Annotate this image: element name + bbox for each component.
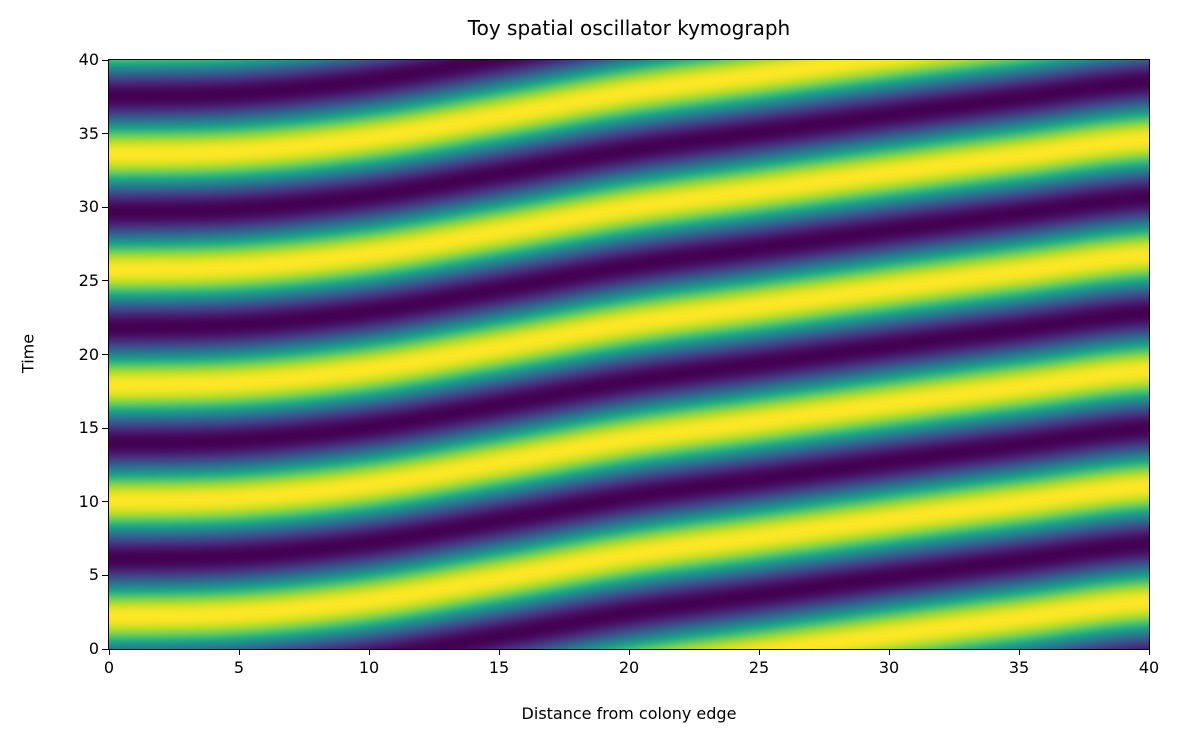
y-tick [102,354,108,355]
x-tick-label: 40 [1138,658,1160,677]
y-tick-label: 0 [88,639,99,658]
x-tick-label: 5 [233,658,245,677]
y-tick-label: 40 [78,50,99,69]
kymograph-heatmap [109,60,1149,649]
x-tick [498,649,500,655]
x-axis-label: Distance from colony edge [521,704,737,723]
x-tick-label: 15 [488,658,510,677]
x-tick [628,649,630,655]
x-tick [1018,649,1020,655]
x-tick [888,649,890,655]
y-tick [102,574,108,576]
x-tick-label: 20 [618,658,640,677]
plot-area: 0 5 10 15 20 25 30 35 40 0 5 10 15 20 25 30 35 40 [79,51,1160,678]
axes-frame [108,59,1150,650]
y-tick-label: 5 [88,565,99,585]
x-tick-label: 10 [358,658,380,677]
y-tick [102,59,108,61]
x-tick [238,649,240,655]
y-axis-label: Time [18,333,38,374]
x-tick-label: 30 [878,658,900,677]
x-tick [1148,649,1150,655]
y-tick [102,133,108,135]
x-tick-label: 35 [1008,658,1030,677]
chart-title: Toy spatial oscillator kymograph [467,16,791,40]
y-tick-label: 15 [78,418,99,438]
x-tick [758,649,760,655]
y-tick [102,206,108,208]
y-tick [102,501,108,503]
y-tick [102,648,108,650]
y-tick-label: 35 [78,123,99,143]
y-tick-label: 10 [78,491,99,511]
y-tick-label: 25 [78,270,99,290]
x-tick [368,649,370,655]
x-tick [108,649,110,655]
x-tick-label: 25 [748,658,770,677]
y-tick-label: 20 [78,344,99,364]
y-tick [102,280,108,282]
y-tick [102,427,108,429]
x-tick-label: 0 [103,658,115,677]
y-tick-label: 30 [78,197,99,217]
